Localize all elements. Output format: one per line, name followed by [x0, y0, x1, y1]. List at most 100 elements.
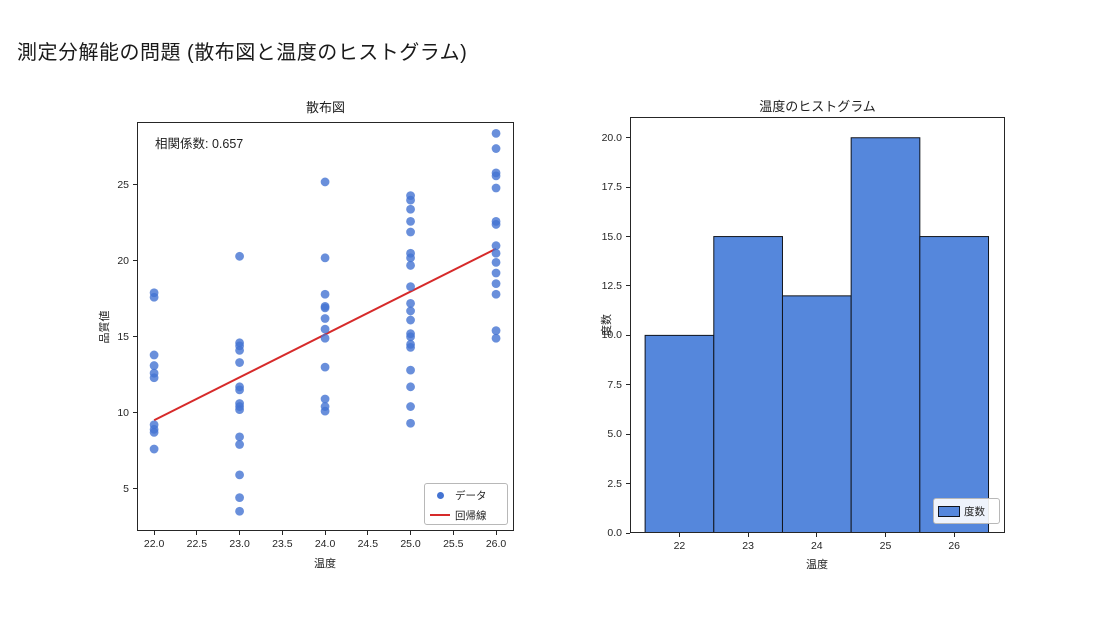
correlation-annotation: 相関係数: 0.657 [155, 137, 244, 151]
scatter-point [491, 220, 501, 229]
scatter-point [491, 257, 501, 267]
y-tick-mark [133, 488, 137, 489]
scatter-point [491, 248, 501, 258]
scatter-point [320, 324, 330, 334]
scatter-point [149, 444, 159, 454]
x-tick-mark [816, 533, 818, 537]
y-tick-mark [626, 483, 630, 485]
scatter-point [235, 405, 244, 414]
y-tick-mark [626, 236, 630, 238]
scatter-point [491, 289, 501, 299]
scatter-point [320, 253, 330, 263]
x-tick-label: 22.5 [186, 538, 208, 550]
scatter-point [235, 506, 244, 516]
scatter-point [235, 432, 244, 442]
scatter-point [235, 346, 244, 355]
histogram-bar [919, 236, 990, 533]
axes-frame [137, 122, 514, 531]
histogram-bar [644, 334, 715, 533]
x-tick-label: 23.0 [229, 538, 250, 550]
scatter-point [406, 315, 415, 325]
scatter-point [320, 406, 330, 416]
x-tick-label: 23.5 [272, 538, 293, 550]
scatter-point [149, 361, 159, 370]
y-tick-mark [626, 285, 630, 287]
legend-item-regression: 回帰線 [425, 505, 507, 525]
x-tick-label: 24.0 [314, 538, 336, 550]
scatter-point [491, 279, 501, 289]
x-tick-label: 26 [948, 540, 961, 552]
x-tick-mark [367, 531, 369, 535]
scatter-point [235, 440, 244, 449]
y-tick-mark [626, 433, 630, 435]
scatter-point [235, 493, 244, 503]
scatter-point [406, 418, 415, 428]
scatter-point [406, 342, 415, 352]
scatter-point [491, 128, 501, 138]
x-tick-label: 22 [673, 540, 686, 552]
scatter-point [235, 251, 244, 261]
data-point-marker-icon [436, 491, 444, 499]
x-tick-mark [747, 533, 749, 537]
regression-line-marker-icon [430, 514, 450, 516]
y-tick-label: 15 [117, 330, 129, 343]
scatter-point [406, 306, 415, 316]
x-tick-label: 24.5 [357, 538, 379, 550]
x-tick-label: 25.0 [400, 538, 421, 550]
scatter-point [406, 298, 415, 308]
y-tick-label: 12.5 [601, 279, 622, 292]
y-tick-mark [626, 186, 630, 188]
histogram-bar [713, 236, 783, 533]
x-tick-label: 23 [742, 540, 754, 552]
scatter-point [491, 171, 501, 181]
scatter-xlabel: 温度 [314, 558, 336, 570]
y-tick-mark [133, 260, 137, 262]
x-tick-label: 25 [879, 540, 892, 552]
scatter-point [406, 402, 415, 411]
bar-canvas [630, 117, 1005, 533]
scatter-plot-area [137, 122, 514, 531]
x-tick-label: 26.0 [485, 538, 507, 550]
y-tick-mark [626, 384, 630, 386]
histogram-xlabel: 温度 [806, 559, 828, 571]
scatter-point [149, 350, 159, 360]
scatter-point [406, 217, 415, 226]
x-tick-mark [324, 531, 326, 535]
y-tick-mark [626, 532, 630, 534]
x-tick-mark [452, 531, 454, 535]
x-tick-mark [884, 533, 886, 537]
y-tick-mark [133, 184, 137, 186]
x-tick-mark [678, 533, 680, 537]
x-tick-mark [495, 531, 497, 535]
page-title: 測定分解能の問題 (散布図と温度のヒストグラム) [17, 42, 468, 64]
y-tick-label: 10 [117, 406, 129, 419]
scatter-point [235, 470, 244, 480]
x-tick-mark [196, 531, 198, 535]
scatter-point [235, 358, 244, 367]
scatter-point [320, 362, 330, 372]
histogram-bar [850, 137, 921, 533]
y-tick-label: 25 [117, 178, 129, 191]
scatter-point [491, 183, 501, 193]
y-tick-mark [133, 336, 137, 338]
y-tick-label: 10.0 [601, 329, 622, 342]
legend-label-frequency: 度数 [964, 505, 985, 518]
y-tick-mark [133, 412, 137, 414]
legend-label-regression: 回帰線 [455, 509, 487, 522]
histogram-legend: 度数 [933, 498, 1000, 524]
y-tick-label: 7.5 [607, 378, 622, 391]
y-tick-mark [626, 137, 630, 139]
scatter-canvas [137, 122, 514, 531]
y-tick-label: 2.5 [607, 477, 622, 490]
x-tick-mark [953, 533, 955, 537]
scatter-point [491, 241, 501, 251]
scatter-point [491, 144, 501, 153]
y-tick-label: 20.0 [601, 131, 622, 144]
scatter-point [406, 282, 415, 292]
scatter-point [406, 195, 415, 205]
scatter-point [320, 289, 330, 299]
scatter-point [406, 227, 415, 237]
scatter-point [406, 365, 415, 375]
x-tick-label: 24 [810, 540, 823, 552]
histogram-bar [781, 295, 852, 533]
